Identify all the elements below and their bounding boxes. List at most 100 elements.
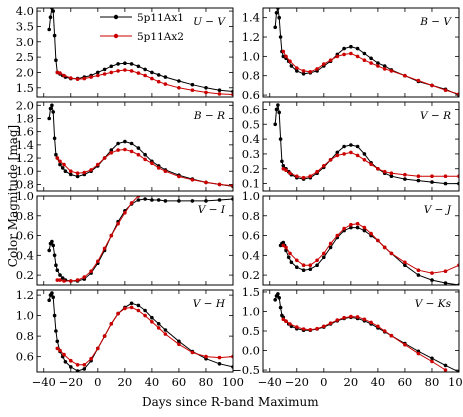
data-point bbox=[301, 268, 306, 273]
data-point bbox=[322, 255, 326, 260]
data-point bbox=[355, 225, 360, 230]
data-point bbox=[156, 322, 161, 326]
data-point bbox=[52, 33, 57, 38]
y-tick-label: 0.5 bbox=[242, 324, 260, 338]
data-point bbox=[143, 67, 147, 72]
data-point bbox=[123, 211, 127, 215]
legend-label-series-2: 5p11Ax2 bbox=[137, 31, 184, 43]
data-point bbox=[443, 363, 448, 368]
data-point bbox=[355, 221, 360, 226]
data-point bbox=[301, 175, 306, 180]
panel-2: 0.6 0.8 1.0 1.2 1.4 B − V bbox=[242, 7, 460, 102]
data-point bbox=[116, 221, 120, 226]
panel-frame bbox=[36, 289, 234, 373]
series-line-2 bbox=[283, 316, 446, 371]
data-point bbox=[342, 226, 346, 231]
x-tick-label: 100 bbox=[222, 375, 244, 389]
data-point bbox=[295, 258, 299, 263]
data-point bbox=[75, 369, 80, 372]
data-point bbox=[150, 198, 154, 202]
data-point bbox=[89, 168, 93, 172]
panel-label: V − I bbox=[198, 204, 226, 216]
data-point bbox=[69, 279, 73, 283]
data-point bbox=[217, 92, 222, 96]
data-point bbox=[416, 351, 421, 356]
data-point bbox=[54, 263, 58, 268]
data-point bbox=[281, 54, 286, 59]
data-point bbox=[75, 171, 80, 175]
data-point bbox=[280, 159, 284, 164]
data-point bbox=[430, 356, 434, 361]
data-point bbox=[276, 103, 280, 107]
data-point bbox=[430, 359, 434, 364]
data-point bbox=[47, 248, 51, 253]
data-point bbox=[277, 296, 282, 300]
data-point bbox=[308, 267, 313, 272]
data-point bbox=[156, 198, 161, 202]
data-point bbox=[177, 339, 181, 344]
data-point bbox=[82, 170, 87, 175]
data-point bbox=[150, 315, 154, 320]
data-point bbox=[129, 141, 134, 146]
data-point bbox=[89, 269, 93, 274]
data-point bbox=[102, 246, 107, 251]
data-point bbox=[89, 75, 93, 79]
y-tick-label: 1.6 bbox=[16, 125, 34, 139]
data-point bbox=[403, 172, 407, 177]
data-point bbox=[369, 320, 373, 325]
data-point bbox=[416, 174, 421, 178]
data-point bbox=[136, 152, 141, 157]
legend-marker-series-1 bbox=[113, 14, 119, 20]
data-point bbox=[369, 61, 373, 65]
data-point bbox=[60, 276, 65, 280]
data-point bbox=[376, 324, 380, 329]
data-point bbox=[369, 56, 373, 61]
data-point bbox=[328, 158, 333, 162]
x-tick-label: 40 bbox=[145, 375, 160, 389]
data-point bbox=[376, 61, 380, 65]
data-point bbox=[55, 70, 60, 75]
data-point bbox=[382, 64, 387, 68]
data-point bbox=[335, 153, 340, 158]
data-point bbox=[301, 327, 306, 331]
data-point bbox=[55, 156, 60, 160]
data-point bbox=[136, 308, 141, 313]
data-point bbox=[177, 174, 181, 179]
panel-frame bbox=[36, 7, 234, 98]
data-point bbox=[382, 67, 387, 71]
panel-label: V − R bbox=[420, 110, 451, 122]
data-point bbox=[349, 44, 353, 49]
x-tick-label: 60 bbox=[172, 375, 187, 389]
data-point bbox=[284, 245, 288, 250]
panels: 1.52.02.53.03.54.0U − V0.60.81.01.21.4 B … bbox=[16, 4, 463, 389]
data-point bbox=[276, 292, 280, 296]
y-tick-label: 1.0 bbox=[242, 49, 260, 63]
data-point bbox=[322, 324, 326, 329]
y-tick-label: 0.6 bbox=[16, 229, 34, 243]
data-point bbox=[315, 67, 319, 71]
data-point bbox=[123, 147, 127, 152]
data-point bbox=[69, 365, 73, 369]
y-axis-label: Color Magnitude [mag] bbox=[6, 125, 20, 267]
data-point bbox=[308, 263, 313, 268]
data-point bbox=[54, 152, 58, 157]
data-point bbox=[289, 260, 294, 265]
data-point bbox=[278, 35, 283, 39]
data-point bbox=[362, 317, 367, 322]
data-point bbox=[143, 73, 147, 78]
series-line-1 bbox=[274, 8, 459, 96]
data-point bbox=[190, 350, 195, 355]
y-tick-label: 1.0 bbox=[242, 189, 260, 203]
data-point bbox=[389, 69, 394, 73]
data-point bbox=[382, 245, 387, 250]
data-point bbox=[362, 152, 367, 156]
data-point bbox=[376, 167, 380, 171]
data-point bbox=[273, 25, 278, 30]
y-tick-label: 0.6 bbox=[242, 88, 260, 102]
data-point bbox=[123, 61, 127, 65]
series-line-1 bbox=[48, 8, 233, 92]
panel-label: B − R bbox=[193, 110, 225, 122]
data-point bbox=[315, 169, 319, 174]
y-tick-label: 4.0 bbox=[16, 4, 34, 18]
